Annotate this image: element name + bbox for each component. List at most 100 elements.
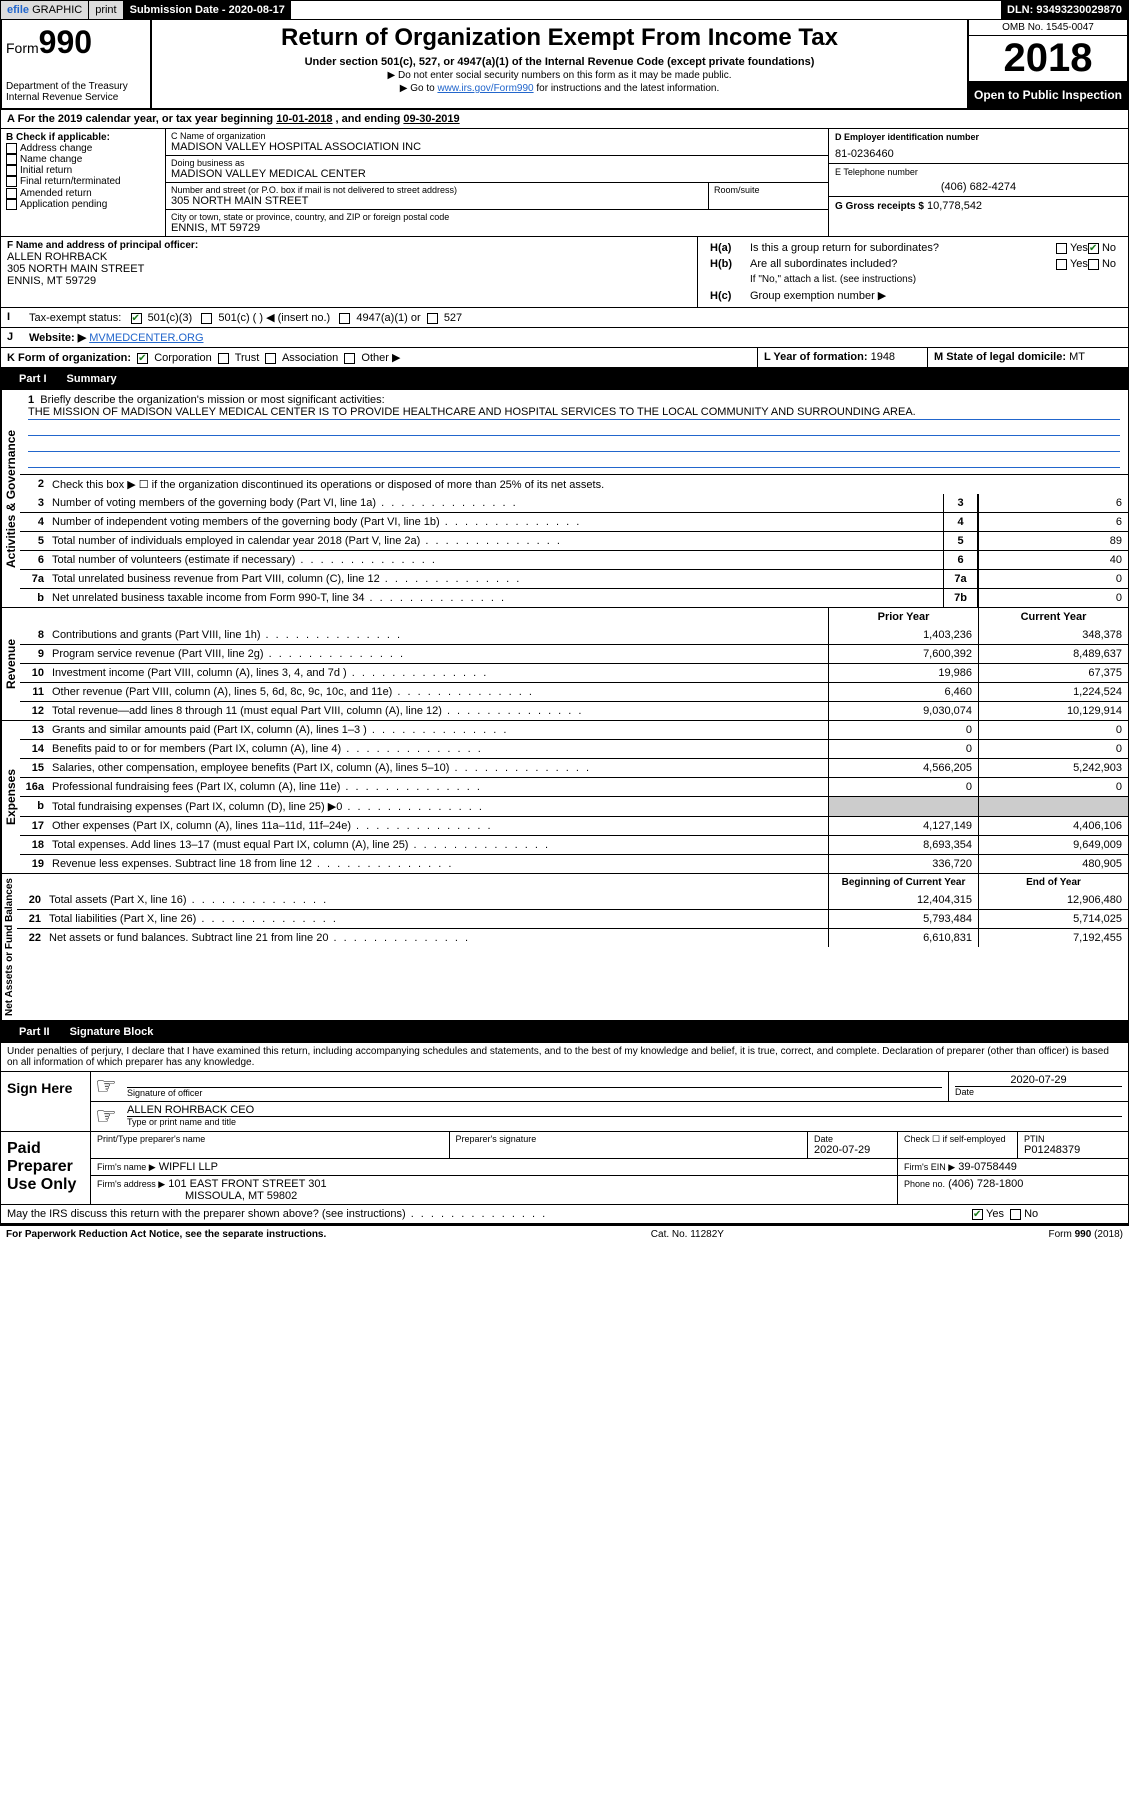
table-row: 16aProfessional fundraising fees (Part I… bbox=[20, 777, 1128, 796]
tax-year-row: A For the 2019 calendar year, or tax yea… bbox=[0, 110, 1129, 129]
may-irs-discuss: May the IRS discuss this return with the… bbox=[7, 1208, 972, 1220]
table-row: 12Total revenue—add lines 8 through 11 (… bbox=[20, 701, 1128, 720]
website-row: J Website: ▶ MVMEDCENTER.ORG bbox=[0, 328, 1129, 348]
side-expenses-label: Expenses bbox=[1, 721, 20, 873]
form-year-box: OMB No. 1545-0047 2018 Open to Public In… bbox=[967, 20, 1127, 108]
form-org-row: K Form of organization: Corporation Trus… bbox=[0, 348, 1129, 368]
dept-label: Department of the Treasury bbox=[6, 81, 146, 92]
table-row: 21Total liabilities (Part X, line 26)5,7… bbox=[17, 909, 1128, 928]
expenses-section: Expenses 13Grants and similar amounts pa… bbox=[0, 721, 1129, 874]
dln: DLN: 93493230029870 bbox=[1001, 1, 1128, 19]
top-bar: efile GRAPHIC print Submission Date - 20… bbox=[0, 0, 1129, 20]
officer-group-row: F Name and address of principal officer:… bbox=[0, 237, 1129, 308]
form-ref: Form 990 (2018) bbox=[1049, 1229, 1123, 1240]
table-row: 17Other expenses (Part IX, column (A), l… bbox=[20, 816, 1128, 835]
gross-value: 10,778,542 bbox=[927, 200, 982, 212]
eoy-header: End of Year bbox=[978, 874, 1128, 891]
side-activities-label: Activities & Governance bbox=[1, 390, 20, 607]
paid-preparer-label: Paid Preparer Use Only bbox=[1, 1132, 91, 1204]
col-b-checkboxes: B Check if applicable: Address change Na… bbox=[1, 129, 166, 236]
form-header: Form990 Department of the Treasury Inter… bbox=[0, 20, 1129, 110]
phone-label: E Telephone number bbox=[835, 167, 1122, 177]
boy-header: Beginning of Current Year bbox=[828, 874, 978, 891]
signature-section: Under penalties of perjury, I declare th… bbox=[0, 1043, 1129, 1224]
mission-text: THE MISSION OF MADISON VALLEY MEDICAL CE… bbox=[28, 406, 1120, 420]
table-row: 10Investment income (Part VIII, column (… bbox=[20, 663, 1128, 682]
sig-officer-label: Signature of officer bbox=[127, 1088, 942, 1098]
form-title-box: Return of Organization Exempt From Incom… bbox=[152, 20, 967, 108]
table-row: 4Number of independent voting members of… bbox=[20, 512, 1128, 531]
street-label: Number and street (or P.O. box if mail i… bbox=[171, 185, 703, 195]
table-row: 11Other revenue (Part VIII, column (A), … bbox=[20, 682, 1128, 701]
table-row: 9Program service revenue (Part VIII, lin… bbox=[20, 644, 1128, 663]
page-footer: For Paperwork Reduction Act Notice, see … bbox=[0, 1224, 1129, 1243]
officer-label: F Name and address of principal officer: bbox=[7, 240, 691, 251]
side-revenue-label: Revenue bbox=[1, 608, 20, 720]
firm-phone: (406) 728-1800 bbox=[948, 1178, 1023, 1190]
table-row: bNet unrelated business taxable income f… bbox=[20, 588, 1128, 607]
table-row: 3Number of voting members of the governi… bbox=[20, 494, 1128, 512]
form-subtitle-3: ▶ Go to www.irs.gov/Form990 for instruct… bbox=[160, 83, 959, 94]
declaration-text: Under penalties of perjury, I declare th… bbox=[1, 1043, 1128, 1071]
room-label: Room/suite bbox=[714, 185, 823, 195]
gross-label: G Gross receipts $ bbox=[835, 201, 924, 212]
tax-exempt-row: I Tax-exempt status: 501(c)(3) 501(c) ( … bbox=[0, 308, 1129, 328]
ein-value: 81-0236460 bbox=[835, 148, 1122, 160]
current-year-header: Current Year bbox=[978, 608, 1128, 626]
omb-number: OMB No. 1545-0047 bbox=[969, 20, 1127, 36]
irs-label: Internal Revenue Service bbox=[6, 92, 146, 103]
dba-label: Doing business as bbox=[171, 158, 823, 168]
sign-here-label: Sign Here bbox=[1, 1072, 91, 1131]
efile-link[interactable]: efile GRAPHIC bbox=[1, 1, 89, 19]
firm-ein: 39-0758449 bbox=[958, 1161, 1017, 1173]
form-number-box: Form990 Department of the Treasury Inter… bbox=[2, 20, 152, 108]
h-b-note: If "No," attach a list. (see instruction… bbox=[704, 272, 1122, 287]
officer-city: ENNIS, MT 59729 bbox=[7, 275, 691, 287]
table-row: 22Net assets or fund balances. Subtract … bbox=[17, 928, 1128, 947]
col-d-ein: D Employer identification number 81-0236… bbox=[828, 129, 1128, 236]
org-name-label: C Name of organization bbox=[171, 131, 823, 141]
city-value: ENNIS, MT 59729 bbox=[171, 222, 823, 234]
table-row: 8Contributions and grants (Part VIII, li… bbox=[20, 626, 1128, 644]
firm-addr2: MISSOULA, MT 59802 bbox=[185, 1190, 297, 1202]
table-row: 19Revenue less expenses. Subtract line 1… bbox=[20, 854, 1128, 873]
open-public-badge: Open to Public Inspection bbox=[969, 82, 1127, 108]
part2-header: Part IISignature Block bbox=[0, 1021, 1129, 1043]
identity-grid: B Check if applicable: Address change Na… bbox=[0, 129, 1129, 237]
instructions-link[interactable]: www.irs.gov/Form990 bbox=[437, 83, 533, 94]
table-row: 6Total number of volunteers (estimate if… bbox=[20, 550, 1128, 569]
cat-no: Cat. No. 11282Y bbox=[651, 1229, 724, 1240]
website-link[interactable]: MVMEDCENTER.ORG bbox=[89, 332, 203, 344]
table-row: 13Grants and similar amounts paid (Part … bbox=[20, 721, 1128, 739]
print-link[interactable]: print bbox=[89, 1, 123, 19]
table-row: 20Total assets (Part X, line 16)12,404,3… bbox=[17, 891, 1128, 909]
activities-section: Activities & Governance 1 Briefly descri… bbox=[0, 390, 1129, 608]
phone-value: (406) 682-4274 bbox=[835, 181, 1122, 193]
table-row: 18Total expenses. Add lines 13–17 (must … bbox=[20, 835, 1128, 854]
ptin-value: P01248379 bbox=[1024, 1144, 1122, 1156]
sig-date: 2020-07-29 bbox=[955, 1074, 1122, 1087]
form-subtitle-1: Under section 501(c), 527, or 4947(a)(1)… bbox=[160, 56, 959, 68]
officer-street: 305 NORTH MAIN STREET bbox=[7, 263, 691, 275]
form-subtitle-2: ▶ Do not enter social security numbers o… bbox=[160, 70, 959, 81]
spacer bbox=[292, 7, 1001, 13]
table-row: 15Salaries, other compensation, employee… bbox=[20, 758, 1128, 777]
table-row: 14Benefits paid to or for members (Part … bbox=[20, 739, 1128, 758]
side-net-label: Net Assets or Fund Balances bbox=[1, 874, 17, 1020]
form-title: Return of Organization Exempt From Incom… bbox=[160, 24, 959, 52]
submission-label: Submission Date - 2020-08-17 bbox=[124, 1, 292, 19]
col-c-name: C Name of organization MADISON VALLEY HO… bbox=[166, 129, 828, 236]
officer-name: ALLEN ROHRBACK bbox=[7, 251, 691, 263]
paperwork-notice: For Paperwork Reduction Act Notice, see … bbox=[6, 1229, 326, 1240]
netassets-section: Net Assets or Fund Balances Beginning of… bbox=[0, 874, 1129, 1021]
tax-year: 2018 bbox=[969, 36, 1127, 82]
street-value: 305 NORTH MAIN STREET bbox=[171, 195, 703, 207]
org-name: MADISON VALLEY HOSPITAL ASSOCIATION INC bbox=[171, 141, 823, 153]
dba-value: MADISON VALLEY MEDICAL CENTER bbox=[171, 168, 823, 180]
prior-year-header: Prior Year bbox=[828, 608, 978, 626]
table-row: 7aTotal unrelated business revenue from … bbox=[20, 569, 1128, 588]
revenue-section: Revenue Prior Year Current Year 8Contrib… bbox=[0, 608, 1129, 721]
table-row: bTotal fundraising expenses (Part IX, co… bbox=[20, 796, 1128, 816]
firm-addr1: 101 EAST FRONT STREET 301 bbox=[168, 1178, 326, 1190]
officer-printed-name: ALLEN ROHRBACK CEO bbox=[127, 1104, 1122, 1117]
